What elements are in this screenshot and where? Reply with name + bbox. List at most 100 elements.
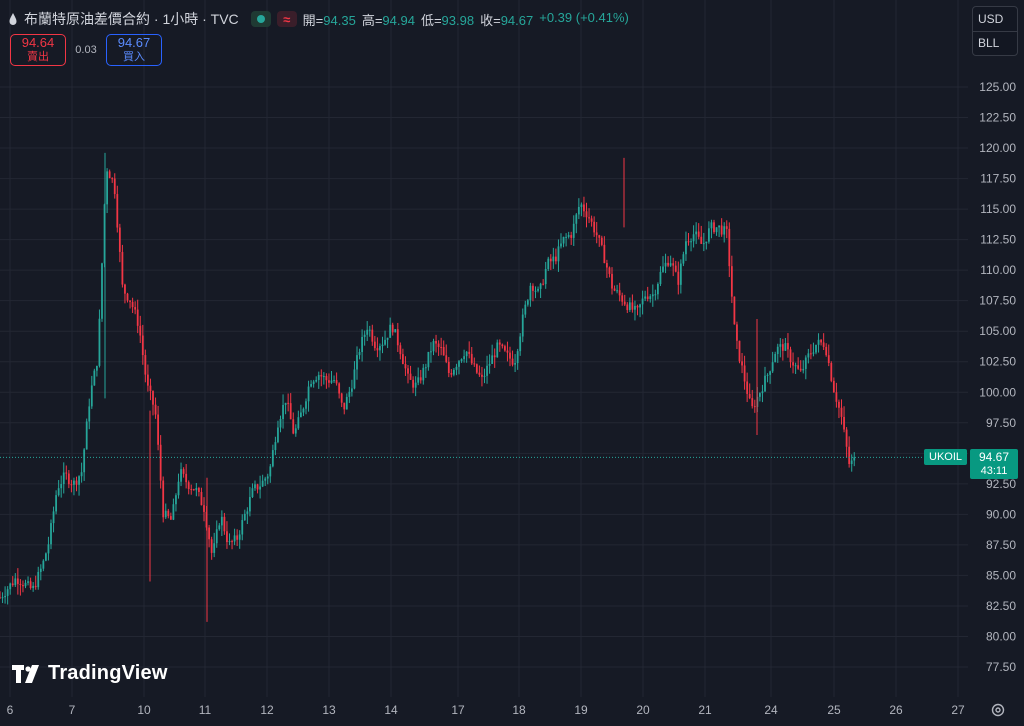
candle-body [812, 352, 815, 354]
candle-body [376, 348, 379, 351]
candle-body [636, 305, 639, 308]
y-tick-label: 112.50 [980, 233, 1016, 247]
x-tick-label: 26 [889, 703, 903, 717]
candle-body [361, 336, 363, 353]
candle-body [131, 301, 134, 308]
candle-body [424, 367, 427, 369]
y-tick-label: 77.50 [986, 660, 1016, 674]
tradingview-logo[interactable]: TradingView [12, 662, 168, 685]
y-tick-label: 102.50 [979, 355, 1016, 369]
candle-body [549, 258, 552, 262]
candle-body [725, 226, 728, 229]
candle-body [356, 355, 358, 370]
candle-body [475, 364, 478, 373]
sell-label: 賣出 [27, 51, 49, 64]
candle-body [345, 396, 348, 410]
candle-body [325, 376, 328, 381]
currency-label[interactable]: USD [978, 11, 1004, 26]
candle-body [223, 516, 226, 532]
candle-body [80, 472, 83, 477]
sell-button[interactable]: 94.64 賣出 [10, 34, 66, 66]
candle-body [32, 585, 35, 589]
candle-body [723, 226, 726, 235]
candle-body [720, 225, 723, 235]
candle-body [843, 416, 845, 430]
candle-body [697, 231, 700, 237]
candle-body [539, 283, 542, 289]
candle-body [111, 178, 114, 180]
candle-body [363, 334, 366, 337]
candle-body [24, 582, 27, 587]
candle-body [626, 304, 629, 311]
x-tick-label: 24 [764, 703, 778, 717]
currency-unit-selector[interactable]: USD BLL [972, 6, 1018, 56]
candle-body [414, 382, 417, 388]
candle-body [667, 262, 669, 266]
market-open-icon[interactable] [250, 11, 271, 27]
time-axis[interactable]: 6 7 10 11 12 13 14 17 18 19 20 21 24 25 26 27 [7, 703, 965, 717]
candle-body [243, 513, 246, 521]
candle-body [182, 469, 185, 474]
candle-body [175, 495, 177, 505]
candle-body [570, 235, 573, 238]
candle-body [741, 361, 743, 366]
candle-body [402, 354, 404, 364]
last-price-tag: 94.67 43:11 [970, 449, 1018, 479]
candle-body [810, 353, 812, 355]
candle-body [147, 374, 149, 386]
x-tick-label: 10 [137, 703, 151, 717]
candle-body [34, 585, 37, 588]
candle-body [37, 571, 40, 588]
buy-button[interactable]: 94.67 買入 [106, 34, 162, 66]
candle-body [404, 363, 407, 369]
settings-gear-icon[interactable] [990, 702, 1006, 718]
candle-body [598, 235, 601, 238]
candle-body [256, 484, 259, 490]
y-tick-label: 125.00 [979, 80, 1016, 94]
y-tick-label: 122.50 [979, 111, 1016, 125]
logo-text: TradingView [48, 662, 168, 684]
candle-body [330, 380, 333, 383]
unit-label[interactable]: BLL [978, 36, 1000, 51]
candle-body [108, 171, 111, 179]
candle-body [639, 304, 641, 308]
candle-body [101, 263, 103, 319]
candle-body [493, 355, 496, 358]
candle-body [458, 361, 460, 367]
candle-body [134, 307, 137, 310]
candle-body [73, 480, 75, 485]
candle-body [794, 365, 797, 367]
candle-body [792, 362, 794, 366]
x-tick-label: 25 [827, 703, 841, 717]
candle-body [96, 365, 98, 371]
candle-body [557, 246, 560, 262]
candle-body [460, 359, 463, 362]
x-tick-label: 13 [322, 703, 336, 717]
price-axis[interactable]: 125.00 122.50 120.00 117.50 115.00 112.50 110.… [979, 80, 1016, 674]
candle-body [797, 365, 800, 369]
tradingview-mark-icon [12, 664, 39, 683]
candle-body [463, 356, 465, 360]
candle-body [516, 351, 519, 364]
candle-body [90, 385, 93, 407]
candle-body [695, 231, 698, 235]
candle-body [580, 204, 583, 207]
candle-body [351, 388, 353, 392]
candle-body [702, 243, 705, 245]
candle-body [195, 488, 198, 491]
candle-body [320, 375, 323, 377]
candle-body [738, 340, 741, 362]
candle-body [840, 407, 843, 417]
candle-body [251, 488, 254, 498]
candle-body [60, 484, 63, 489]
cfd-wave-icon[interactable]: ≈ [276, 11, 297, 27]
candle-body [98, 318, 101, 366]
candle-body [600, 237, 603, 245]
candle-body [203, 505, 205, 512]
candle-body [282, 404, 284, 419]
candle-body [623, 301, 626, 305]
candle-body [340, 393, 343, 403]
symbol-title[interactable]: 布蘭特原油差價合約 · 1小時 · TVC [24, 11, 239, 27]
candle-body [524, 304, 527, 315]
